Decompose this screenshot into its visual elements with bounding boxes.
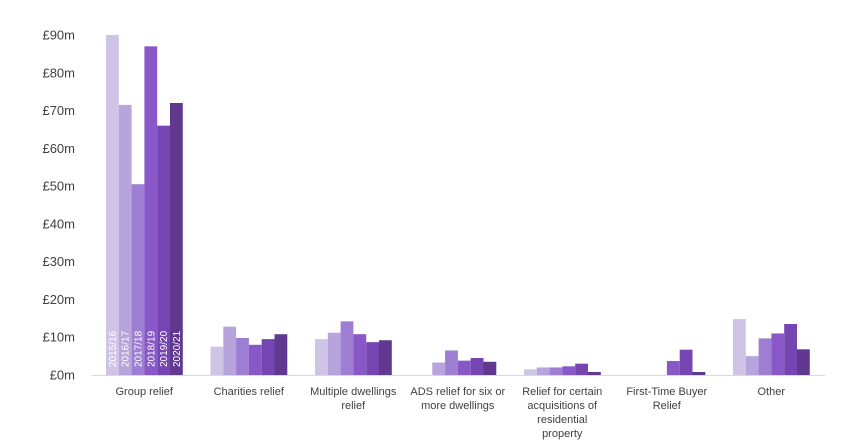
bar [223,326,237,375]
bar [457,360,471,375]
bar [274,334,288,375]
bar [327,332,341,375]
y-tick-label: £40m [42,216,75,231]
x-tick-label: Group relief [116,386,174,398]
bar [549,367,563,375]
bar [733,319,746,375]
bar [679,349,693,375]
bar [144,46,158,375]
bar [483,361,497,375]
bar [131,184,145,375]
x-tick-label-line: Other [757,386,785,398]
y-tick-label: £10m [42,330,75,345]
y-tick-label: £30m [42,254,75,269]
series-label: 2020/21 [172,330,183,367]
y-tick-label: £20m [42,292,75,307]
bar [106,35,119,375]
series-label: 2018/19 [146,330,157,367]
series-label: 2019/20 [159,330,170,367]
series-label: 2017/18 [134,330,145,367]
bar [745,356,759,375]
bar [432,362,446,375]
bar [536,367,550,375]
bar [562,366,576,375]
bar [445,350,458,375]
x-tick-label-line: First-Time Buyer [626,386,707,398]
y-tick-label: £60m [42,141,75,156]
y-tick-label: £90m [42,28,75,43]
bar [588,371,601,375]
x-tick-label: Multiple dwellings relief [310,386,397,412]
bar [157,125,170,376]
bars [106,35,810,376]
bar [261,339,275,375]
x-tick-label-line: property [542,428,583,440]
bar [771,333,785,375]
y-tick-label: £0m [50,368,75,383]
x-tick-label: ADS relief for six or more dwellings [410,386,505,412]
x-tick-label-line: residential [537,414,587,426]
bar [784,324,797,375]
bar [315,339,328,375]
bar [575,363,588,375]
bar-labels: 2015/16 2016/17 2017/18 2018/19 2019/20 2020/… [108,330,183,367]
y-tick-label: £70m [42,103,75,118]
bar [366,342,379,375]
bar [524,369,537,375]
bar [797,349,810,375]
series-label: 2015/16 [108,330,119,367]
y-axis: £0m £10m £20m £30m £40m £50m £60m £70m £80m £90m [42,28,75,383]
bar [170,103,183,375]
x-tick-label: Relief for certain acquisitions of residen… [522,386,602,440]
bar [210,346,224,375]
x-tick-label-line: more dwellings [421,400,495,412]
x-tick-label-line: Group relief [116,386,174,398]
bar [353,334,367,375]
bar [666,361,680,375]
x-tick-label-line: Relief [653,400,682,412]
bar [340,321,354,375]
bar [118,104,132,375]
series-label: 2016/17 [121,330,132,367]
x-tick-label-line: relief [341,400,366,412]
x-tick-label-line: ADS relief for six or [410,386,505,398]
x-tick-label-line: Multiple dwellings [310,386,397,398]
y-tick-label: £80m [42,65,75,80]
x-tick-label-line: Charities relief [214,386,285,398]
x-tick-label: Other [757,386,785,398]
bar [248,344,262,375]
x-tick-label-line: acquisitions of [527,400,598,412]
bar [379,340,392,375]
bar [692,371,706,375]
x-tick-label: First-Time Buyer Relief [626,386,707,412]
bar [758,338,772,375]
bar [236,337,249,375]
x-axis: Group relief Charities relief Multiple dwe… [116,386,786,440]
bar [470,358,484,375]
y-tick-label: £50m [42,179,75,194]
x-tick-label-line: Relief for certain [522,386,602,398]
x-tick-label: Charities relief [214,386,285,398]
